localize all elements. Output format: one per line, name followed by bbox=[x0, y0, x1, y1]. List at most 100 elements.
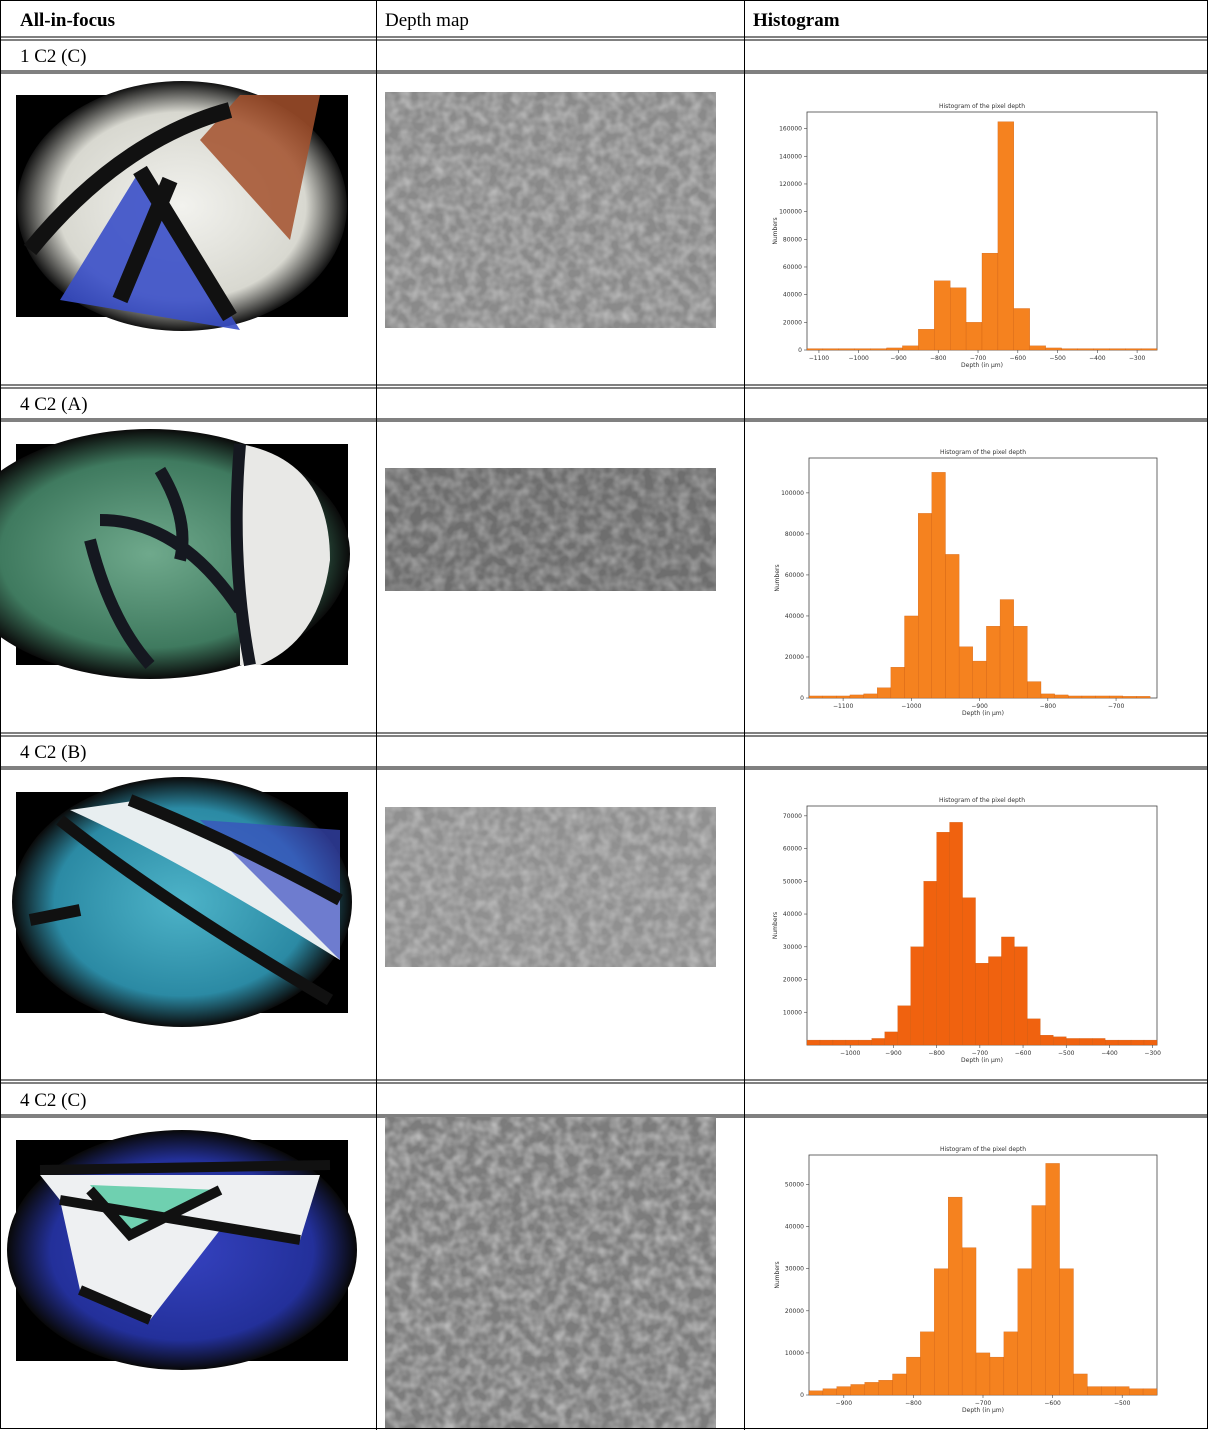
histogram-bar bbox=[845, 1039, 860, 1046]
histogram-bar bbox=[1087, 1386, 1102, 1396]
histogram-bar bbox=[910, 946, 924, 1046]
x-tick-label: −700 bbox=[972, 1050, 989, 1057]
histogram-bar bbox=[1003, 1331, 1018, 1396]
y-tick-label: 40000 bbox=[785, 1224, 804, 1231]
histogram-bar bbox=[870, 348, 887, 351]
histogram-bar bbox=[975, 1352, 991, 1396]
y-tick-label: 100000 bbox=[779, 209, 802, 216]
histogram-bar bbox=[949, 822, 963, 1046]
row-label: 4 C2 (C) bbox=[20, 1090, 87, 1111]
y-tick-label: 80000 bbox=[785, 531, 804, 538]
x-tick-label: −900 bbox=[836, 1400, 853, 1407]
histogram-bar bbox=[986, 626, 1001, 699]
y-tick-label: 100000 bbox=[781, 490, 804, 497]
histogram-bar bbox=[836, 1386, 851, 1396]
histogram-bar bbox=[999, 599, 1014, 699]
histogram-bar bbox=[1115, 1386, 1130, 1396]
y-tick-label: 0 bbox=[798, 347, 802, 354]
histogram-bar bbox=[1045, 347, 1062, 351]
x-tick-label: −700 bbox=[975, 1400, 992, 1407]
histogram-bar bbox=[1013, 308, 1030, 351]
histogram-bar bbox=[892, 1373, 907, 1396]
histogram-bar bbox=[897, 1005, 911, 1046]
x-tick-label: −900 bbox=[890, 355, 907, 362]
y-tick-label: 70000 bbox=[783, 813, 802, 820]
chart-title: Histogram of the pixel depth bbox=[940, 449, 1026, 456]
y-axis-label: Numbers bbox=[772, 912, 779, 939]
y-tick-label: 40000 bbox=[783, 292, 802, 299]
plot-frame bbox=[808, 457, 1158, 699]
histogram-bar bbox=[962, 897, 976, 1046]
depth-map bbox=[385, 92, 716, 1428]
histogram-bar bbox=[863, 693, 878, 699]
histogram-bar bbox=[975, 963, 989, 1046]
x-tick-label: −600 bbox=[1010, 355, 1027, 362]
y-tick-label: 60000 bbox=[785, 572, 804, 579]
histogram-bar bbox=[988, 956, 1002, 1046]
histogram-bar bbox=[906, 1356, 921, 1396]
y-axis-label: Numbers bbox=[774, 1261, 781, 1288]
y-tick-label: 0 bbox=[800, 695, 804, 702]
x-tick-label: −400 bbox=[1089, 355, 1106, 362]
histogram-bar bbox=[1130, 1039, 1145, 1046]
histogram-bar bbox=[1054, 694, 1069, 699]
x-tick-label: −500 bbox=[1049, 355, 1066, 362]
histogram-bar bbox=[850, 1384, 865, 1396]
x-tick-label: −400 bbox=[1101, 1050, 1118, 1057]
histogram-bar bbox=[1081, 695, 1096, 699]
y-tick-label: 80000 bbox=[783, 236, 802, 243]
histogram-bar bbox=[1143, 1039, 1158, 1046]
histogram-bar bbox=[1027, 1018, 1041, 1046]
histogram-bar bbox=[1117, 1039, 1132, 1046]
x-tick-label: −600 bbox=[1044, 1400, 1061, 1407]
histogram-bar bbox=[890, 667, 905, 699]
photo bbox=[0, 429, 350, 679]
histogram-bar bbox=[931, 472, 946, 699]
x-tick-label: −800 bbox=[930, 355, 947, 362]
x-tick-label: −1000 bbox=[901, 703, 921, 710]
histogram-bar bbox=[1014, 946, 1028, 1046]
histogram-bar bbox=[1040, 693, 1055, 699]
histogram-bar bbox=[832, 1039, 847, 1046]
x-tick-label: −1100 bbox=[809, 355, 829, 362]
histogram-bar bbox=[989, 1356, 1005, 1396]
histogram-bar bbox=[822, 1388, 837, 1396]
histogram-bar bbox=[1053, 1036, 1067, 1046]
histogram-bar bbox=[945, 554, 960, 699]
x-tick-label: −700 bbox=[1108, 703, 1125, 710]
histogram-bar bbox=[936, 832, 950, 1046]
histogram-bar bbox=[997, 121, 1014, 351]
x-tick-label: −300 bbox=[1129, 355, 1146, 362]
x-axis-label: Depth (in µm) bbox=[962, 710, 1004, 717]
histogram-bar bbox=[1109, 348, 1126, 351]
histogram-bar bbox=[1104, 1039, 1119, 1046]
y-tick-label: 50000 bbox=[785, 1181, 804, 1188]
y-tick-label: 140000 bbox=[779, 153, 802, 160]
y-tick-label: 160000 bbox=[779, 126, 802, 133]
x-tick-label: −500 bbox=[1114, 1400, 1131, 1407]
row-label: 4 C2 (A) bbox=[20, 394, 88, 415]
x-tick-label: −900 bbox=[971, 703, 988, 710]
histogram-bar bbox=[808, 695, 823, 699]
histogram-bar bbox=[1122, 696, 1137, 699]
histogram-bar bbox=[1093, 348, 1110, 351]
x-axis-label: Depth (in µm) bbox=[961, 1057, 1003, 1064]
histogram-bar bbox=[1079, 1038, 1093, 1046]
y-tick-label: 0 bbox=[800, 1392, 804, 1399]
histogram-bar bbox=[1045, 1163, 1060, 1396]
histogram-bar bbox=[1095, 695, 1110, 699]
histogram-bar bbox=[902, 345, 919, 351]
y-tick-label: 50000 bbox=[783, 878, 802, 885]
y-tick-label: 30000 bbox=[785, 1266, 804, 1273]
histogram-bar bbox=[934, 280, 951, 351]
histogram-bar bbox=[849, 694, 864, 699]
histogram-bar bbox=[1013, 626, 1028, 699]
histogram-bar bbox=[1066, 1038, 1080, 1046]
histogram-bar bbox=[950, 287, 967, 351]
histogram-bar bbox=[1092, 1038, 1106, 1046]
histogram-bar bbox=[806, 348, 824, 351]
y-axis-label: Numbers bbox=[772, 217, 779, 244]
histogram-bar bbox=[871, 1038, 885, 1046]
